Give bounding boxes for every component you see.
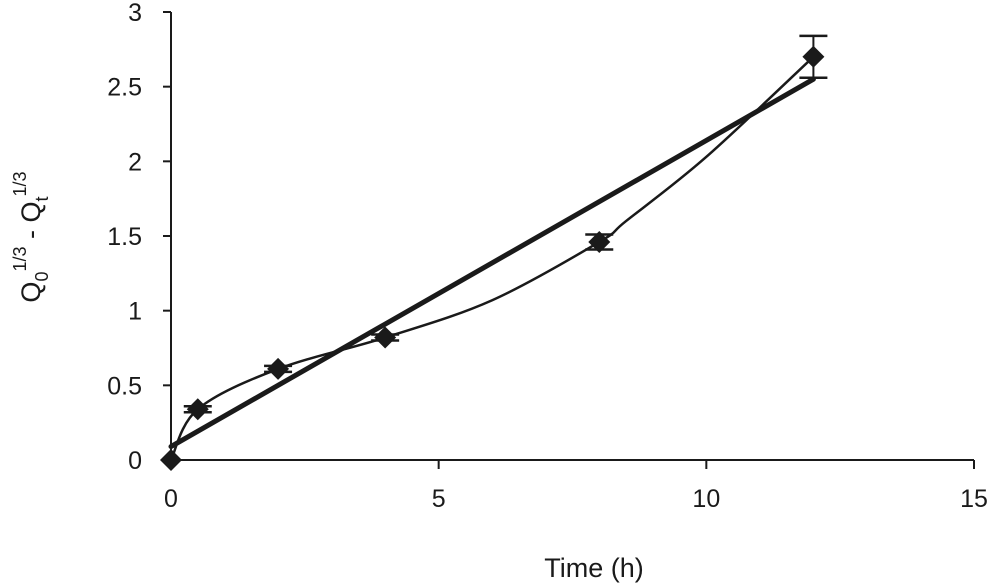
- release-curve: [169, 55, 815, 461]
- plot-area: [160, 34, 828, 471]
- x-tick-label: 15: [960, 485, 988, 513]
- y-tick-label: 0.5: [107, 372, 142, 400]
- x-axis: 0 5 10 15: [164, 459, 988, 513]
- data-point-marker: [802, 45, 825, 68]
- data-point-marker: [267, 357, 290, 380]
- x-tick-label: 10: [692, 485, 720, 513]
- y-tick-label: 1: [128, 298, 142, 326]
- y-tick-label: 3: [128, 0, 142, 27]
- x-tick-label: 0: [164, 485, 178, 513]
- data-point-marker: [588, 230, 611, 253]
- data-point-marker: [186, 398, 209, 421]
- data-point-marker: [160, 449, 182, 471]
- x-axis-label: Time (h): [544, 553, 644, 583]
- y-axis: 0 0.5 1 1.5 2 2.5 3: [107, 0, 172, 475]
- y-tick-label: 0: [128, 447, 142, 475]
- y-tick-label: 2: [128, 148, 142, 176]
- x-tick-label: 5: [432, 485, 446, 513]
- y-axis-label: Q01/3 - Qt1/3: [10, 171, 52, 302]
- linear-fit-line: [168, 76, 816, 450]
- data-point-marker: [374, 326, 397, 349]
- y-tick-label: 2.5: [107, 74, 142, 102]
- y-tick-label: 1.5: [107, 223, 142, 251]
